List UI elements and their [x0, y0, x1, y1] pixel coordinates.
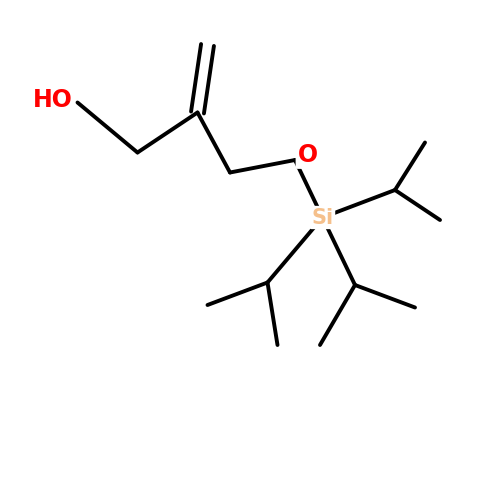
Text: Si: Si — [312, 208, 334, 228]
Text: O: O — [298, 143, 318, 167]
Text: HO: HO — [32, 88, 72, 112]
